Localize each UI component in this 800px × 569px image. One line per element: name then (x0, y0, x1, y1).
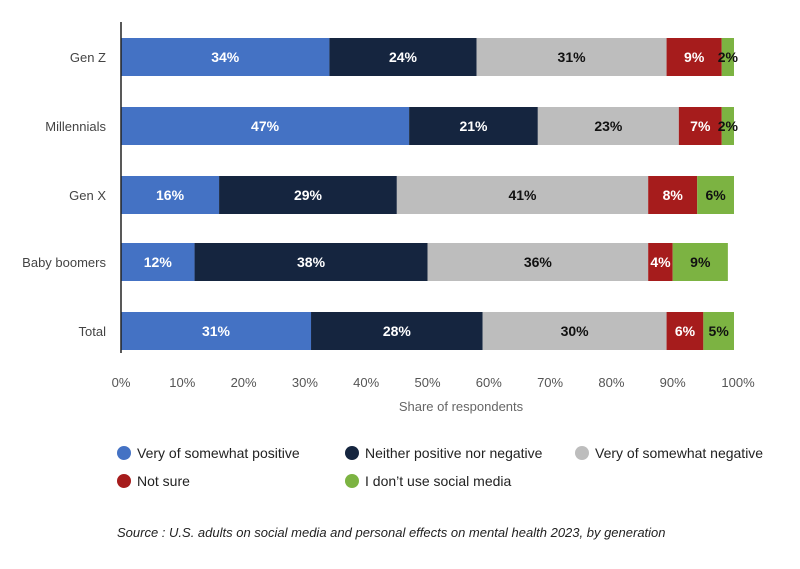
bar-segment-3-2 (219, 176, 397, 214)
data-label: 36% (524, 254, 553, 270)
legend-swatch-1 (117, 446, 131, 460)
data-label: 23% (594, 118, 623, 134)
x-tick-label: 10% (169, 375, 195, 390)
legend-swatch-2 (345, 446, 359, 460)
bar-segment-5-4 (666, 312, 704, 350)
data-label: 8% (663, 187, 684, 203)
bar-segment-5-2 (311, 312, 483, 350)
data-label: 24% (389, 49, 418, 65)
category-label: Total (79, 324, 107, 339)
x-tick-label: 80% (598, 375, 624, 390)
bar-segment-1-4 (666, 38, 722, 76)
bar-segment-3-3 (396, 176, 649, 214)
category-label: Baby boomers (22, 255, 106, 270)
x-tick-label: 60% (476, 375, 502, 390)
bar-segment-1-1 (121, 38, 330, 76)
bar-segment-5-1 (121, 312, 312, 350)
bar-segment-4-1 (121, 243, 195, 281)
x-tick-label: 20% (231, 375, 257, 390)
bar-segment-4-5 (672, 243, 728, 281)
legend-swatch-4 (117, 474, 131, 488)
bar-segment-3-5 (697, 176, 734, 214)
legend-label: Very of somewhat positive (137, 445, 300, 461)
x-axis-title: Share of respondents (399, 399, 524, 414)
data-label: 30% (561, 323, 590, 339)
bars-layer: 34% 24% 31% 9% 2% 47% 21% 23% 7% 2% 16% 29% 41% 8% 6% 1… (121, 38, 739, 350)
data-label: 34% (211, 49, 240, 65)
x-tick-label: 50% (414, 375, 440, 390)
data-label: 12% (144, 254, 173, 270)
bar-segment-5-5 (703, 312, 734, 350)
bar-segment-1-2 (329, 38, 477, 76)
bar-segment-3-1 (121, 176, 220, 214)
legend-swatch-5 (345, 474, 359, 488)
bar-segment-2-5 (721, 107, 734, 145)
category-label: Gen X (69, 188, 106, 203)
x-tick-label: 30% (292, 375, 318, 390)
bar-segment-2-4 (678, 107, 722, 145)
data-label: 41% (508, 187, 537, 203)
data-label: 28% (383, 323, 412, 339)
data-label: 6% (675, 323, 696, 339)
bar-segment-1-5 (721, 38, 734, 76)
bar-segment-5-3 (482, 312, 667, 350)
category-label: Gen Z (70, 50, 106, 65)
source-note: Source : U.S. adults on social media and… (117, 525, 666, 540)
legend-label: Neither positive nor negative (365, 445, 543, 461)
data-label: 9% (684, 49, 705, 65)
bar-segment-4-4 (648, 243, 673, 281)
bar-segment-2-2 (409, 107, 538, 145)
bar-segment-4-2 (194, 243, 428, 281)
bar-segment-4-3 (427, 243, 649, 281)
data-label: 31% (202, 323, 231, 339)
legend-label: Very of somewhat negative (595, 445, 763, 461)
data-label: 2% (718, 118, 739, 134)
bar-segment-1-3 (476, 38, 667, 76)
data-label: 31% (558, 49, 587, 65)
data-label: 47% (251, 118, 280, 134)
x-tick-label: 90% (660, 375, 686, 390)
data-label: 7% (690, 118, 711, 134)
data-label: 4% (650, 254, 671, 270)
x-tick-label: 70% (537, 375, 563, 390)
category-label: Millennials (45, 119, 106, 134)
data-label: 38% (297, 254, 326, 270)
bar-segment-3-4 (648, 176, 698, 214)
data-label: 5% (709, 323, 730, 339)
x-tick-label: 0% (112, 375, 131, 390)
data-label: 29% (294, 187, 323, 203)
legend-label: Not sure (137, 473, 190, 489)
data-label: 9% (690, 254, 711, 270)
legend-label: I don’t use social media (365, 473, 512, 489)
data-label: 2% (718, 49, 739, 65)
legend: Very of somewhat positive Neither positiv… (117, 445, 763, 489)
axes-layer: Gen Z Millennials Gen X Baby boomers Total 0%… (22, 22, 755, 414)
data-label: 16% (156, 187, 185, 203)
legend-swatch-3 (575, 446, 589, 460)
bar-segment-2-3 (537, 107, 679, 145)
data-label: 21% (459, 118, 488, 134)
x-tick-label: 40% (353, 375, 379, 390)
bar-segment-2-1 (121, 107, 410, 145)
data-label: 6% (705, 187, 726, 203)
x-tick-label: 100% (721, 375, 755, 390)
